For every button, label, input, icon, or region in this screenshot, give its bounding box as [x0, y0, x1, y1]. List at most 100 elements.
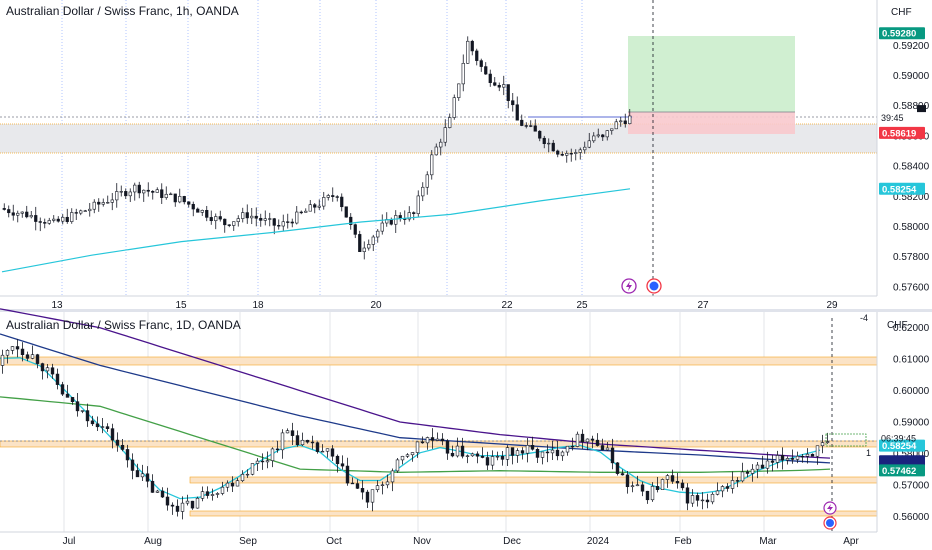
candle-body: [415, 441, 420, 453]
top-price-ticks: 0.592000.590000.588000.586000.584000.582…: [893, 41, 930, 294]
bar-replay-icon: [917, 105, 926, 115]
candle-body: [344, 206, 348, 218]
candle-body: [780, 455, 785, 461]
candle-body: [230, 482, 235, 487]
candle-body: [268, 218, 272, 220]
candle-body: [610, 128, 614, 131]
top-chart-title: Australian Dollar / Swiss Franc, 1h, OAN…: [6, 4, 239, 18]
top-price-axis[interactable]: [878, 0, 932, 296]
bottom-currency-label: CHF: [887, 320, 908, 331]
candle-body: [355, 483, 360, 489]
candle-body: [240, 474, 245, 482]
top-price-tick: 0.58800: [893, 101, 930, 112]
candle-body: [730, 480, 735, 489]
candle-body: [370, 489, 375, 503]
candle-body: [330, 448, 335, 457]
candle-body: [20, 211, 24, 214]
candle-body: [750, 468, 755, 474]
top-price-tick: 0.59000: [893, 71, 930, 82]
candle-body: [295, 435, 300, 446]
bottom-ma-green: [0, 396, 831, 473]
candle-body: [700, 499, 705, 502]
lightning-icon: [626, 281, 632, 291]
candle-body: [555, 449, 560, 457]
candle-body: [376, 230, 380, 238]
candle-body: [525, 445, 530, 454]
candle-body: [560, 153, 564, 156]
candle-body: [705, 499, 710, 503]
candle-body: [65, 216, 69, 222]
lightning-icon: [827, 504, 833, 512]
long-position-stop-zone[interactable]: [628, 112, 795, 134]
top-price-tick: 0.59200: [893, 41, 930, 52]
top-price-tick: 0.57600: [893, 282, 930, 293]
candle-body: [241, 212, 245, 219]
bottom-time-axis[interactable]: Jul Aug Sep Oct Nov Dec 2024 Feb Mar Apr: [63, 536, 860, 547]
bottom-marker-label: 1: [866, 448, 871, 458]
candle-body: [461, 63, 465, 85]
candle-body: [535, 448, 540, 458]
bottom-plot-area[interactable]: [0, 312, 877, 532]
candle-body: [465, 455, 470, 457]
candle-body: [394, 215, 398, 225]
candle-body: [538, 130, 542, 139]
bottom-support-zone: [189, 510, 878, 517]
candle-body: [191, 203, 195, 210]
bottom-time-tick: Jul: [63, 536, 76, 547]
candle-body: [326, 195, 330, 198]
candle-body: [0, 354, 5, 366]
candle-body: [340, 196, 344, 208]
candle-body: [385, 481, 390, 486]
candle-body: [420, 441, 425, 444]
candle-body: [470, 453, 475, 457]
top-chart-pane[interactable]: Australian Dollar / Swiss Franc, 1h, OAN…: [0, 0, 932, 311]
candle-body: [277, 225, 281, 227]
bottom-chart-pane[interactable]: Australian Dollar / Swiss Franc, 1D, OAN…: [0, 308, 932, 547]
price-badge: [879, 27, 925, 40]
candle-body: [335, 455, 340, 465]
candle-body: [640, 484, 645, 492]
candle-body: [150, 480, 155, 493]
top-time-axis[interactable]: 13 15 18 20 22 25 27 29: [51, 300, 838, 311]
long-position-target-zone[interactable]: [628, 36, 795, 112]
bottom-upper-range-zone: [0, 440, 878, 448]
au-flag-icon: [826, 519, 834, 527]
candle-body: [497, 84, 501, 88]
candle-body: [675, 481, 680, 484]
candle-body: [580, 433, 585, 443]
candle-body: [65, 393, 70, 398]
candle-body: [585, 438, 590, 443]
candle-body: [320, 450, 325, 453]
candle-body: [610, 447, 615, 464]
bottom-candlesticks[interactable]: [0, 339, 830, 520]
candle-body: [720, 486, 725, 492]
candle-body: [47, 220, 51, 224]
candle-body: [484, 66, 488, 75]
candle-body: [304, 210, 308, 213]
candle-body: [595, 439, 600, 446]
bottom-price-ticks: 0.62000 0.61000 0.60000 0.59000 0.58000 0.570…: [893, 323, 930, 523]
candle-body: [650, 486, 655, 501]
candle-body: [55, 373, 60, 385]
bottom-price-axis[interactable]: [878, 312, 932, 532]
candle-body: [795, 455, 800, 460]
candle-body: [7, 209, 11, 214]
price-badge: [879, 126, 925, 139]
candle-body: [601, 134, 605, 138]
candle-body: [349, 216, 353, 225]
candle-body: [187, 201, 191, 205]
candle-body: [695, 495, 700, 501]
candle-body: [205, 491, 210, 496]
top-candlesticks[interactable]: [2, 36, 632, 260]
candle-body: [475, 453, 480, 457]
pane-separator[interactable]: [0, 309, 932, 312]
candle-body: [215, 493, 220, 495]
candle-body: [542, 137, 546, 145]
bottom-time-tick: Aug: [144, 536, 162, 547]
candle-body: [272, 218, 276, 226]
price-badge: [879, 182, 925, 195]
candle-body: [101, 202, 105, 205]
candle-body: [20, 348, 25, 356]
bottom-countdown: 06:39:45: [881, 434, 916, 444]
